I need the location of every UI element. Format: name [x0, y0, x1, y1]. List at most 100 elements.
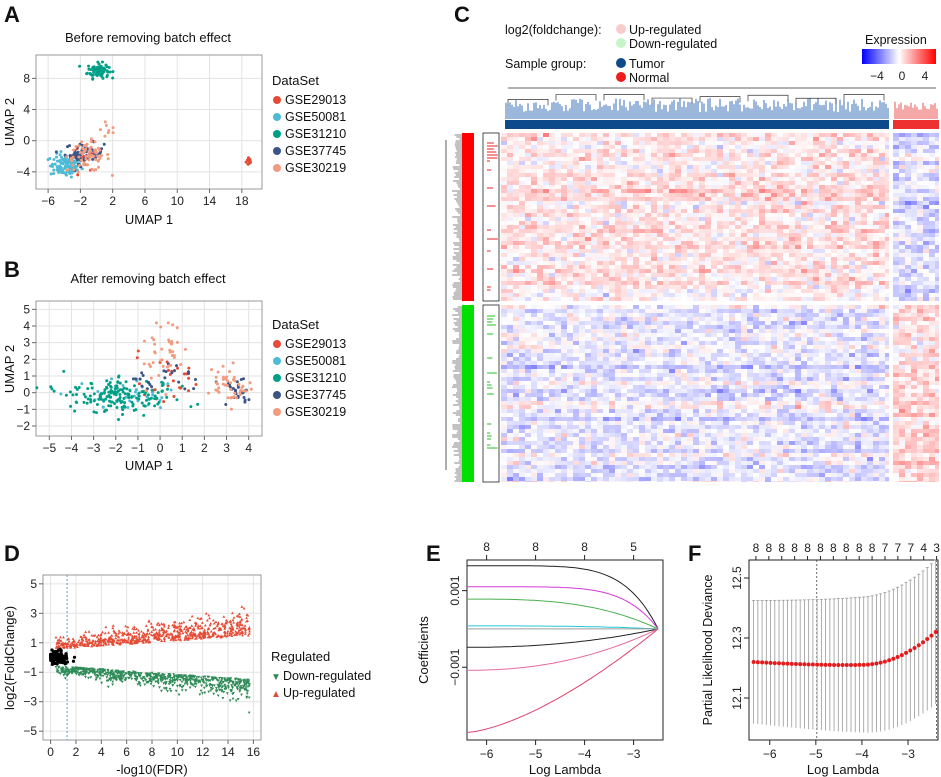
heat-cell-up-tumor	[675, 213, 681, 217]
heat-cell-up-tumor	[849, 261, 855, 265]
point-gse30219	[72, 168, 76, 172]
heat-cell-up-tumor	[873, 137, 879, 141]
heat-cell-up-normal	[905, 197, 911, 201]
heat-cell-up-tumor	[879, 277, 885, 281]
heat-cell-up-tumor	[771, 281, 777, 285]
heat-cell-up-tumor	[633, 221, 639, 225]
heat-cell-up-normal	[929, 157, 935, 161]
heat-cell-down-tumor	[507, 317, 513, 321]
heat-cell-down-tumor	[747, 329, 753, 333]
heat-cell-up-normal	[929, 153, 935, 157]
heat-cell-up-tumor	[711, 245, 717, 249]
heat-cell-up-tumor	[855, 233, 861, 237]
heat-cell-down-tumor	[879, 305, 885, 309]
heat-cell-up-tumor	[567, 237, 573, 241]
heat-cell-up-tumor	[537, 277, 543, 281]
heat-cell-up-tumor	[687, 269, 693, 273]
heat-cell-down-tumor	[567, 333, 573, 337]
heat-cell-up-tumor	[567, 241, 573, 245]
point-gse31210	[130, 395, 134, 399]
heat-cell-up-tumor	[813, 213, 819, 217]
heat-cell-up-tumor	[651, 137, 657, 141]
heat-cell-up-normal	[911, 133, 917, 137]
heat-cell-up-tumor	[645, 285, 651, 289]
heat-cell-up-tumor	[807, 161, 813, 165]
heat-cell-down-tumor	[801, 321, 807, 325]
heat-cell-up-tumor	[561, 293, 567, 297]
heat-cell-up-tumor	[759, 209, 765, 213]
chart-b-title: After removing batch effect	[70, 271, 226, 286]
heat-cell-up-normal	[905, 241, 911, 245]
heat-cell-up-tumor	[759, 157, 765, 161]
heat-cell-up-tumor	[819, 257, 825, 261]
heat-cell-up-tumor	[639, 153, 645, 157]
point-gse31210	[89, 400, 93, 404]
point-gse30219	[248, 381, 252, 385]
point-gse31210	[95, 65, 99, 69]
heat-cell-up-tumor	[507, 229, 513, 233]
heat-cell-up-tumor	[729, 149, 735, 153]
heat-cell-up-tumor	[801, 245, 807, 249]
dendro-branch	[603, 93, 645, 101]
heat-cell-up-tumor	[807, 249, 813, 253]
heat-cell-up-normal	[917, 257, 923, 261]
heat-cell-up-tumor	[687, 153, 693, 157]
heat-cell-up-tumor	[501, 249, 507, 253]
heat-cell-up-tumor	[537, 153, 543, 157]
heat-cell-down-tumor	[807, 337, 813, 341]
heat-cell-up-tumor	[537, 257, 543, 261]
heat-cell-up-tumor	[795, 249, 801, 253]
heat-cell-up-tumor	[723, 225, 729, 229]
heat-cell-up-tumor	[681, 233, 687, 237]
heat-cell-up-tumor	[795, 177, 801, 181]
heat-cell-up-tumor	[507, 213, 513, 217]
point-gse37745	[163, 376, 167, 380]
heat-cell-up-tumor	[567, 165, 573, 169]
heat-cell-up-tumor	[687, 237, 693, 241]
heat-cell-down-tumor	[555, 333, 561, 337]
heat-cell-down-tumor	[573, 313, 579, 317]
heat-cell-up-tumor	[591, 193, 597, 197]
heat-cell-up-tumor	[633, 141, 639, 145]
heat-cell-down-tumor	[681, 309, 687, 313]
point-gse30219	[142, 362, 146, 366]
heat-cell-up-tumor	[843, 289, 849, 293]
heat-cell-up-tumor	[801, 137, 807, 141]
heat-cell-up-tumor	[795, 189, 801, 193]
heat-cell-up-tumor	[849, 197, 855, 201]
heat-cell-up-tumor	[597, 233, 603, 237]
panel-label-b: B	[4, 257, 20, 282]
heat-cell-up-tumor	[615, 285, 621, 289]
heat-cell-up-tumor	[675, 169, 681, 173]
heat-cell-up-tumor	[873, 181, 879, 185]
heat-cell-down-tumor	[579, 337, 585, 341]
heat-cell-up-tumor	[525, 257, 531, 261]
heat-cell-up-tumor	[579, 169, 585, 173]
heat-cell-down-tumor	[675, 337, 681, 341]
heat-cell-up-tumor	[771, 217, 777, 221]
heat-cell-down-tumor	[711, 313, 717, 317]
heat-cell-up-tumor	[657, 169, 663, 173]
heat-cell-down-tumor	[867, 337, 873, 341]
heat-cell-up-tumor	[627, 297, 633, 301]
heat-cell-up-tumor	[771, 249, 777, 253]
heat-cell-up-normal	[935, 253, 939, 257]
heat-cell-up-tumor	[543, 277, 549, 281]
heat-cell-up-tumor	[531, 149, 537, 153]
heat-cell-up-tumor	[843, 157, 849, 161]
heat-cell-up-tumor	[609, 225, 615, 229]
heat-cell-down-tumor	[525, 305, 531, 309]
heat-cell-up-tumor	[855, 261, 861, 265]
point-gse31210	[105, 75, 109, 79]
heat-cell-up-tumor	[633, 217, 639, 221]
heat-cell-up-tumor	[843, 249, 849, 253]
heat-cell-up-normal	[905, 245, 911, 249]
heat-cell-up-tumor	[873, 257, 879, 261]
heat-cell-up-tumor	[603, 233, 609, 237]
heat-cell-up-tumor	[837, 157, 843, 161]
heat-cell-up-normal	[905, 257, 911, 261]
heat-cell-up-tumor	[813, 145, 819, 149]
heat-cell-up-tumor	[825, 257, 831, 261]
heat-cell-up-normal	[929, 261, 935, 265]
